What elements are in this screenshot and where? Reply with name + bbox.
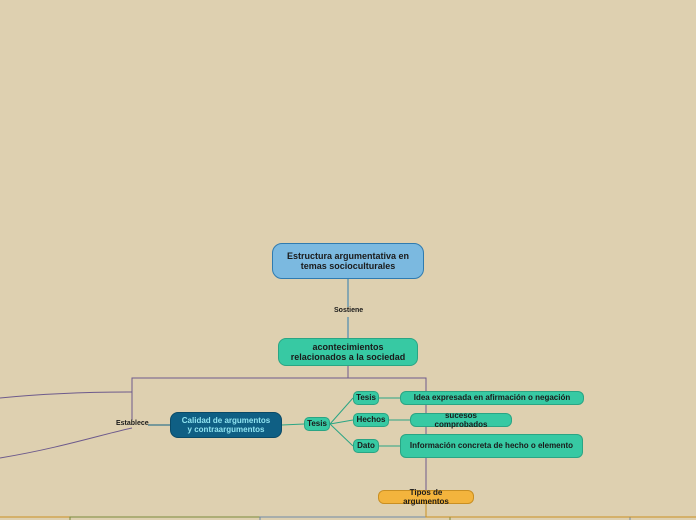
node-calidad: Calidad de argumentos y contraargumentos bbox=[170, 412, 282, 438]
node-tesis_hub: Tesis bbox=[304, 417, 330, 431]
node-hechos: Hechos bbox=[353, 413, 389, 427]
node-sucesos: sucesos comprobados bbox=[410, 413, 512, 427]
node-tesis: Tesis bbox=[353, 391, 379, 405]
node-idea: Idea expresada en afirmación o negación bbox=[400, 391, 584, 405]
diagram-stage: Estructura argumentativa en temas socioc… bbox=[0, 0, 696, 520]
node-sociedad: acontecimientos relacionados a la socied… bbox=[278, 338, 418, 366]
node-dato: Dato bbox=[353, 439, 379, 453]
node-establece: Establece bbox=[116, 420, 148, 430]
node-root: Estructura argumentativa en temas socioc… bbox=[272, 243, 424, 279]
node-tipos: Tipos de argumentos bbox=[378, 490, 474, 504]
node-info: Información concreta de hecho o elemento bbox=[400, 434, 583, 458]
node-sostiene: Sostiene bbox=[334, 307, 362, 317]
